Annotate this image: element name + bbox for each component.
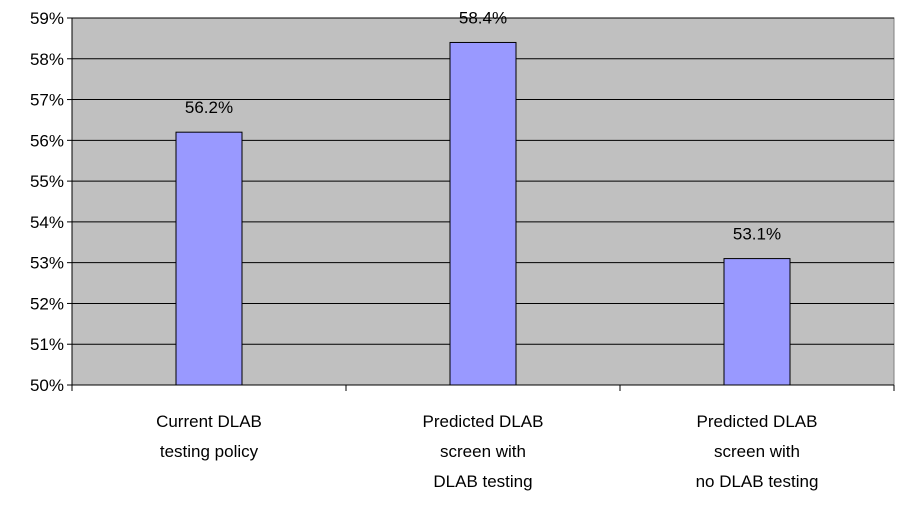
x-category-label: DLAB testing [433,472,532,491]
y-tick-label: 55% [30,172,64,191]
x-category-label: screen with [714,442,800,461]
bar [449,41,517,386]
y-tick-label: 53% [30,254,64,273]
x-category-label: no DLAB testing [696,472,819,491]
bar-value-label: 56.2% [185,98,233,117]
y-tick-label: 57% [30,91,64,110]
x-axis-ticks [71,384,895,391]
y-tick-label: 56% [30,131,64,150]
x-category-label: testing policy [160,442,259,461]
bars [175,41,791,386]
y-tick-label: 52% [30,294,64,313]
y-tick-label: 50% [30,376,64,395]
bar-value-label: 58.4% [459,8,507,27]
bar-value-label: 53.1% [733,225,781,244]
x-category-label: Predicted DLAB [423,412,544,431]
category-labels: Current DLAB testing policy Predicted DLAB… [156,412,818,491]
bar [723,258,791,386]
x-category-label: screen with [440,442,526,461]
y-tick-label: 51% [30,335,64,354]
y-tick-label: 54% [30,213,64,232]
y-tick-label: 58% [30,50,64,69]
x-category-label: Current DLAB [156,412,262,431]
bar [175,131,243,386]
x-category-label: Predicted DLAB [697,412,818,431]
y-tick-label: 59% [30,9,64,28]
data-labels: 56.2% 58.4% 53.1% [185,8,781,243]
y-axis-ticks: 50% 51% 52% 53% 54% 55% 56% 57% 58% 59% [30,9,73,395]
